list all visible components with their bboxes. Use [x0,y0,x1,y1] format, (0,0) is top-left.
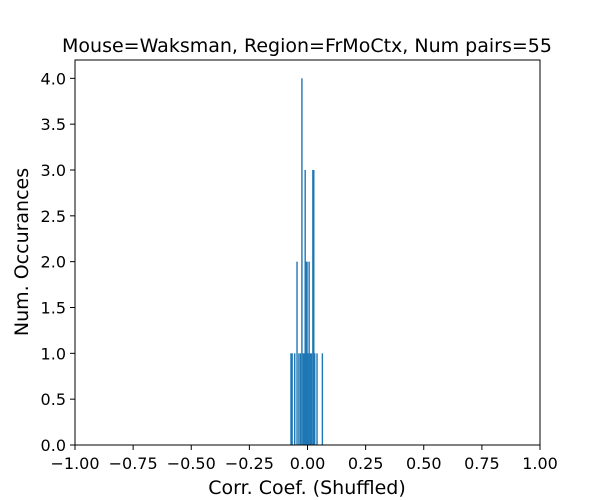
x-tick-label: 0.00 [290,454,326,473]
y-axis-label: Num. Occurances [11,168,33,336]
y-tick-label: 2.0 [41,253,66,272]
histogram-bar [302,353,305,445]
histogram-bar [291,353,293,445]
x-tick-label: −0.75 [109,454,158,473]
histogram-bar [304,170,306,445]
x-tick-label: −0.50 [167,454,216,473]
y-tick-label: 1.0 [41,344,66,363]
histogram-bar [309,353,311,445]
histogram-bar [314,353,316,445]
histogram-bar [316,353,318,445]
y-tick-label: 3.0 [41,161,66,180]
y-tick-label: 0.5 [41,390,66,409]
histogram-bar [313,170,315,445]
histogram-bar [301,78,303,445]
y-tick-label: 0.0 [41,436,66,455]
bars-group [290,78,324,445]
histogram-bar [308,261,310,445]
x-tick-label: −0.25 [225,454,274,473]
x-tick-label: 1.00 [522,454,558,473]
x-tick-label: 0.50 [406,454,442,473]
x-axis-label: Corr. Coef. (Shuffled) [208,477,406,499]
histogram-bar [303,353,305,445]
x-tick-label: −1.00 [50,454,99,473]
histogram-bar [296,261,298,445]
y-tick-label: 4.0 [41,69,66,88]
histogram-bar [321,353,324,445]
x-tick-label: 0.25 [348,454,384,473]
y-axis: 0.0 0.5 1.0 1.5 2.0 2.5 3.0 3.5 4.0 [41,69,75,455]
histogram-bar [290,353,292,445]
y-tick-label: 2.5 [41,207,66,226]
histogram-bar [299,353,302,445]
chart-title: Mouse=Waksman, Region=FrMoCtx, Num pairs… [62,35,552,57]
histogram-bar [310,353,313,445]
y-tick-label: 3.5 [41,115,66,134]
histogram-bar [294,353,296,445]
x-axis: −1.00 −0.75 −0.50 −0.25 0.00 0.25 0.50 0.75 1.00 [50,445,558,473]
x-tick-label: 0.75 [464,454,500,473]
y-tick-label: 1.5 [41,299,66,318]
histogram-bar [307,353,309,445]
histogram-bar [305,261,307,445]
histogram-bar [298,353,300,445]
histogram-bar [306,261,308,445]
histogram-bar [312,170,314,445]
